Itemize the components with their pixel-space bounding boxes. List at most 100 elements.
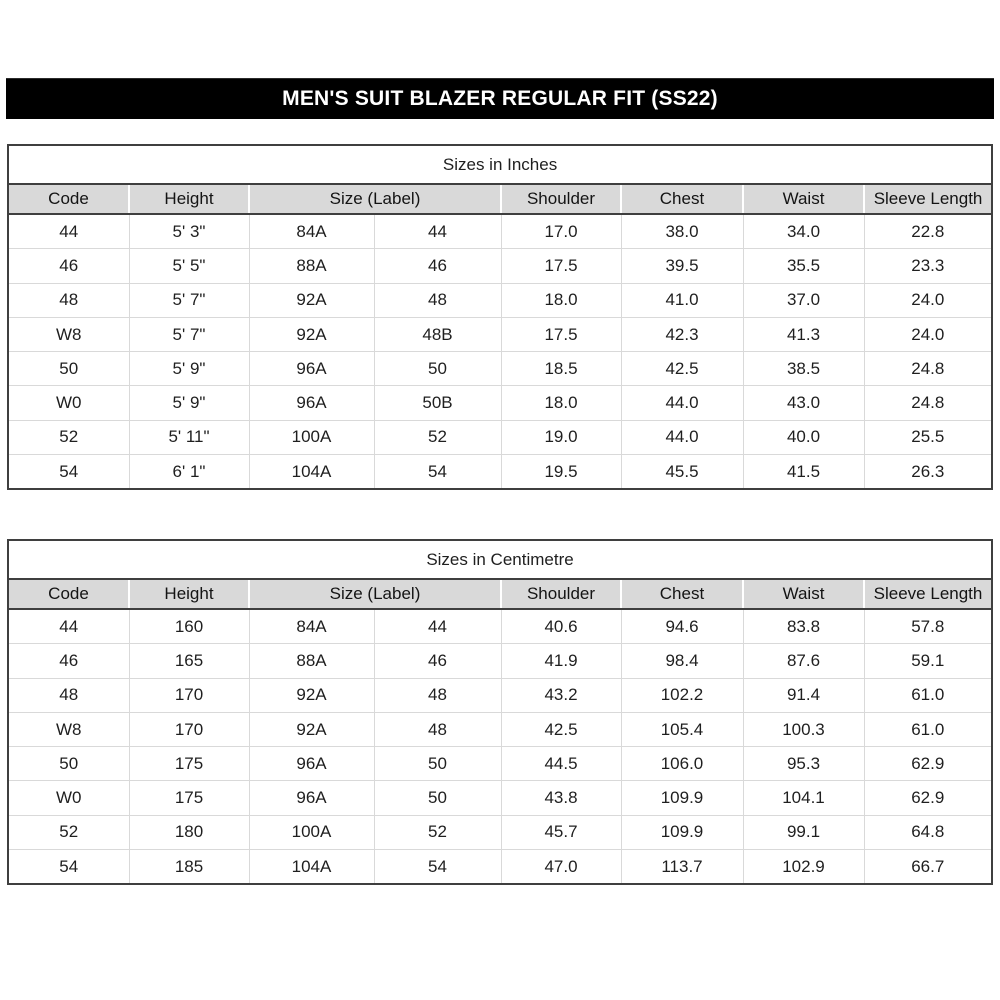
table-cell: 48 [7, 282, 130, 318]
table-cell: 34.0 [742, 213, 865, 250]
table-cell: 50 [373, 746, 502, 782]
table-cell: 175 [128, 780, 250, 816]
table-cell: 61.0 [863, 677, 994, 713]
table-cell: 35.5 [742, 248, 865, 284]
table-cell: 44 [7, 213, 130, 250]
table-cell: 113.7 [620, 849, 744, 886]
column-header-shoulder: Shoulder [500, 578, 622, 610]
table-row: 44 160 84A 44 40.6 94.6 83.8 57.8 [7, 608, 994, 645]
table-cell: 170 [128, 677, 250, 713]
table-cell: 105.4 [620, 711, 744, 748]
table-cell: 50 [373, 351, 502, 387]
table-cell: 42.5 [500, 711, 622, 748]
column-header-shoulder: Shoulder [500, 183, 622, 215]
table-cell: 50 [7, 746, 130, 782]
table-cell: 54 [7, 454, 130, 491]
chart-title-banner: MEN'S SUIT BLAZER REGULAR FIT (SS22) [6, 78, 994, 119]
table-cell: 41.0 [620, 282, 744, 318]
column-header-code: Code [7, 183, 130, 215]
table-cell: 104A [248, 454, 375, 491]
table-cell: 99.1 [742, 814, 865, 851]
table-cell: 5' 5" [128, 248, 250, 284]
table-cell: W8 [7, 711, 130, 748]
table-cell: 57.8 [863, 608, 994, 645]
table-cell: 62.9 [863, 780, 994, 816]
table-cell: 66.7 [863, 849, 994, 886]
table-cell: 17.5 [500, 248, 622, 284]
table-cell: 42.5 [620, 351, 744, 387]
table-cell: 40.6 [500, 608, 622, 645]
table-cell: 44.0 [620, 385, 744, 421]
table-cell: 94.6 [620, 608, 744, 645]
sizes-in-centimetre-table: Sizes in Centimetre Code Height Size (Label… [6, 539, 994, 886]
table-cell: 175 [128, 746, 250, 782]
column-header-chest: Chest [620, 183, 744, 215]
table-cell: 100A [248, 419, 375, 456]
column-header-sleeve-length: Sleeve Length [862, 578, 994, 610]
table-cell: W0 [7, 780, 130, 816]
table-row: 52 180 100A 52 45.7 109.9 99.1 64.8 [7, 814, 994, 851]
table-cell: 48 [7, 677, 130, 713]
column-header-waist: Waist [742, 578, 865, 610]
table-row: 46 5' 5" 88A 46 17.5 39.5 35.5 23.3 [7, 248, 994, 284]
table-cell: 100.3 [742, 711, 865, 748]
table-cell: 104.1 [742, 780, 865, 816]
chart-title-text: MEN'S SUIT BLAZER REGULAR FIT (SS22) [282, 87, 718, 110]
table-cell: 92A [248, 282, 375, 318]
table-cell: 92A [248, 316, 375, 353]
table-row: 48 5' 7" 92A 48 18.0 41.0 37.0 24.0 [7, 282, 994, 318]
table-cell: 64.8 [863, 814, 994, 851]
table-cell: 46 [7, 248, 130, 284]
table-cell: 160 [128, 608, 250, 645]
table-cell: 48 [373, 677, 502, 713]
table-cell: 38.0 [620, 213, 744, 250]
table-row: W8 5' 7" 92A 48B 17.5 42.3 41.3 24.0 [7, 316, 994, 353]
table-cell: 109.9 [620, 780, 744, 816]
table-cell: 88A [248, 248, 375, 284]
table-cell: 46 [7, 643, 130, 679]
table-cell: 18.0 [500, 385, 622, 421]
table-cell: 17.0 [500, 213, 622, 250]
table-cell: 102.9 [742, 849, 865, 886]
table-cell: 5' 7" [128, 282, 250, 318]
table-cell: 44 [373, 608, 502, 645]
table-cell: 109.9 [620, 814, 744, 851]
table-cell: 83.8 [742, 608, 865, 645]
table-cell: 42.3 [620, 316, 744, 353]
table-cell: 44.0 [620, 419, 744, 456]
table-cell: 38.5 [742, 351, 865, 387]
table-cell: 96A [248, 780, 375, 816]
column-header-waist: Waist [742, 183, 865, 215]
table-cell: 54 [373, 849, 502, 886]
table-caption: Sizes in Centimetre [6, 539, 994, 580]
table-cell: 50 [373, 780, 502, 816]
table-cell: 45.5 [620, 454, 744, 491]
table-cell: W8 [7, 316, 130, 353]
table-cell: 43.2 [500, 677, 622, 713]
table-cell: 165 [128, 643, 250, 679]
table-row: 48 170 92A 48 43.2 102.2 91.4 61.0 [7, 677, 994, 713]
table-cell: 180 [128, 814, 250, 851]
table-cell: 54 [7, 849, 130, 886]
table-cell: 84A [248, 608, 375, 645]
table-cell: 106.0 [620, 746, 744, 782]
table-cell: 41.3 [742, 316, 865, 353]
table-cell: 96A [248, 385, 375, 421]
column-header-height: Height [128, 578, 250, 610]
table-cell: 102.2 [620, 677, 744, 713]
column-header-height: Height [128, 183, 250, 215]
table-row: 54 6' 1" 104A 54 19.5 45.5 41.5 26.3 [7, 454, 994, 491]
table-cell: 44.5 [500, 746, 622, 782]
table-cell: 48 [373, 282, 502, 318]
table-row: 46 165 88A 46 41.9 98.4 87.6 59.1 [7, 643, 994, 679]
table-cell: 6' 1" [128, 454, 250, 491]
table-cell: 50B [373, 385, 502, 421]
table-caption: Sizes in Inches [6, 144, 994, 185]
table-cell: 24.8 [863, 385, 994, 421]
table-cell: 19.5 [500, 454, 622, 491]
table-row: W0 175 96A 50 43.8 109.9 104.1 62.9 [7, 780, 994, 816]
table-cell: 59.1 [863, 643, 994, 679]
table-cell: 84A [248, 213, 375, 250]
table-cell: 87.6 [742, 643, 865, 679]
table-cell: 54 [373, 454, 502, 491]
